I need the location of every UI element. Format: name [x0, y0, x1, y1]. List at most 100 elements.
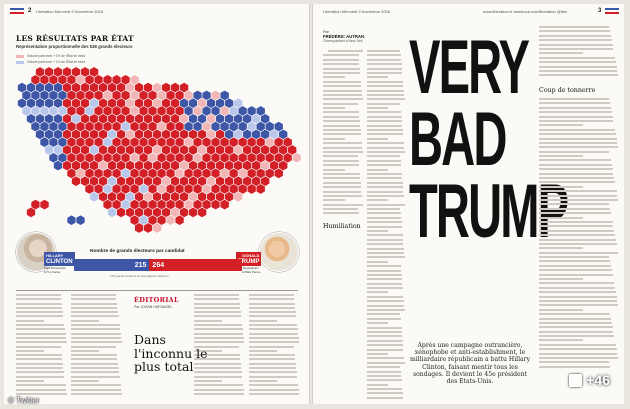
text-line: [323, 155, 359, 158]
text-line: [248, 328, 298, 331]
headline: VERY BAD TRUMP: [409, 30, 569, 250]
text-line: [367, 172, 402, 175]
text-line: [16, 298, 62, 301]
text-line: [367, 383, 388, 386]
text-line: [367, 379, 402, 382]
hex-map-svg: [17, 66, 302, 234]
text-line: [367, 357, 405, 360]
text-line: [193, 302, 240, 305]
folio: Libération Mercredi 9 Novembre 2016: [36, 9, 104, 14]
text-line: [16, 354, 62, 357]
state-hex: [89, 191, 99, 203]
gallery-more-button[interactable]: +46: [569, 372, 610, 388]
text-line: [367, 208, 401, 211]
text-line: [323, 102, 359, 105]
clinton-electors-count: 215: [134, 261, 147, 269]
text-line: [367, 85, 404, 88]
text-line: [16, 319, 45, 322]
editorial-block: ÉDITORIAL Par JOHAN HUFNAGEL Dans l'inco…: [134, 296, 224, 400]
text-line: [539, 357, 619, 360]
text-line: [539, 220, 613, 223]
text-line: [16, 306, 63, 309]
text-line: [323, 76, 345, 79]
text-line: [367, 71, 403, 74]
text-line: [16, 332, 66, 335]
text-line: [367, 168, 388, 171]
hex-electoral-map: [16, 66, 304, 236]
left-page: 2 Libération Mercredi 9 Novembre 2016 LE…: [4, 4, 309, 404]
text-line: [323, 186, 361, 189]
text-line: [539, 225, 614, 228]
section-divider: [16, 290, 298, 291]
text-line: [248, 319, 278, 322]
editorial-label: ÉDITORIAL: [134, 296, 179, 304]
text-line: [71, 367, 119, 370]
text-line: [367, 273, 402, 276]
text-line: [539, 242, 617, 245]
text-line: [367, 322, 388, 325]
text-line: [71, 328, 121, 331]
text-line: [367, 89, 404, 92]
text-line: [248, 349, 278, 352]
clinton-last-name: CLINTON: [46, 259, 73, 265]
page-number: 3: [598, 8, 602, 14]
text-line: [16, 388, 67, 391]
text-line: [323, 124, 361, 127]
text-line: [539, 194, 618, 197]
text-line: [539, 47, 614, 50]
text-line: [71, 311, 118, 314]
right-page: Libération Mercredi 9 Novembre 2016 www.…: [313, 4, 624, 404]
trump-portrait: [259, 232, 299, 272]
text-line: [367, 142, 404, 145]
text-line: [248, 371, 297, 374]
twitter-credit-text: © Twitter: [8, 396, 40, 405]
text-line: [539, 321, 612, 324]
text-line: [248, 392, 300, 395]
text-line: [539, 198, 619, 201]
text-line: [323, 67, 360, 70]
clinton-bar: 215: [74, 259, 150, 271]
text-line: [539, 106, 611, 109]
text-line: [367, 269, 402, 272]
trump-electors-count: 264: [152, 261, 165, 269]
text-line: [367, 63, 402, 66]
text-line: [539, 260, 611, 263]
text-line: [248, 341, 300, 344]
text-line: [367, 392, 403, 395]
text-line: [71, 336, 122, 339]
clinton-running-mate: & Tim Kaine: [44, 270, 61, 274]
text-line: [367, 396, 404, 399]
text-line: [539, 291, 616, 294]
text-line: [539, 282, 615, 285]
text-line: [539, 256, 610, 259]
text-line: [367, 102, 401, 105]
text-line: [193, 324, 243, 327]
trump-bar: 264: [149, 259, 242, 271]
text-line: [16, 362, 63, 365]
text-line: [71, 362, 118, 365]
text-line: [71, 345, 116, 348]
text-line: [539, 177, 615, 180]
text-line: [323, 54, 359, 57]
text-line: [367, 282, 403, 285]
text-line: [323, 80, 361, 83]
text-line: [367, 238, 404, 241]
text-line: [323, 85, 362, 88]
text-line: [323, 142, 362, 145]
text-line: [539, 52, 583, 55]
state-hex: [39, 199, 50, 211]
text-line: [71, 375, 120, 378]
text-line: [367, 93, 405, 96]
text-line: [539, 304, 619, 307]
text-line: [539, 216, 583, 219]
text-line: [367, 177, 403, 180]
text-line: [71, 341, 122, 344]
legend-label: Victoire parti avec + 1% de l'État en he…: [27, 54, 86, 58]
trump-last-name: TRUMP: [238, 259, 260, 265]
text-line: [539, 115, 613, 118]
clinton-name-tag: HILLARY CLINTON: [44, 252, 75, 266]
text-line: [539, 128, 615, 131]
text-line: [367, 260, 388, 263]
text-line: [323, 71, 361, 74]
map-title: LES RÉSULTATS PAR ÉTAT: [16, 34, 134, 43]
